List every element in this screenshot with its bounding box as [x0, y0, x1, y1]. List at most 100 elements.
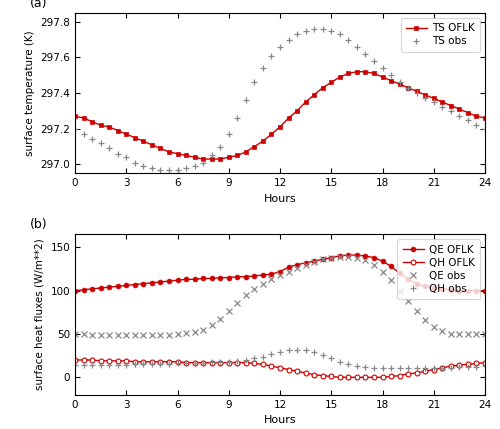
QE OFLK — [362, 254, 368, 259]
TS OFLK — [132, 135, 138, 140]
QH OFLK — [80, 357, 86, 363]
QH OFLK — [302, 370, 308, 375]
QH OFLK — [192, 360, 198, 365]
X-axis label: Hours: Hours — [264, 194, 296, 204]
TS OFLK — [337, 75, 343, 80]
Text: (a): (a) — [30, 0, 48, 10]
QE obs — [294, 266, 300, 271]
QE OFLK — [380, 259, 386, 264]
QE OFLK — [106, 284, 112, 290]
QH obs — [354, 363, 360, 369]
QH OFLK — [320, 373, 326, 378]
TS OFLK — [405, 85, 411, 91]
QH OFLK — [431, 367, 437, 372]
QE obs — [414, 309, 420, 314]
TS OFLK — [277, 124, 283, 130]
QE OFLK — [294, 262, 300, 267]
QH obs — [414, 365, 420, 370]
QH obs — [98, 363, 103, 368]
TS obs — [226, 132, 232, 137]
QE obs — [448, 332, 454, 337]
TS obs — [405, 85, 411, 91]
QH OFLK — [448, 363, 454, 369]
QE obs — [388, 278, 394, 283]
TS obs — [286, 37, 292, 42]
QE obs — [456, 332, 462, 337]
TS OFLK — [431, 96, 437, 101]
TS OFLK — [140, 139, 146, 144]
TS obs — [72, 126, 78, 131]
TS OFLK — [422, 92, 428, 97]
QE obs — [208, 323, 214, 328]
TS OFLK — [268, 132, 274, 137]
QE OFLK — [337, 254, 343, 259]
QE obs — [234, 300, 240, 305]
TS obs — [174, 167, 180, 172]
QH obs — [140, 362, 146, 367]
TS obs — [328, 28, 334, 33]
QH OFLK — [405, 371, 411, 376]
QH obs — [277, 350, 283, 355]
QE OFLK — [277, 269, 283, 274]
QE obs — [396, 288, 402, 293]
QH OFLK — [465, 362, 471, 367]
QH obs — [320, 352, 326, 357]
QH obs — [80, 363, 86, 368]
Line: QE OFLK: QE OFLK — [72, 253, 488, 293]
QH OFLK — [72, 357, 78, 363]
QE OFLK — [456, 288, 462, 293]
TS obs — [302, 28, 308, 33]
TS OFLK — [89, 119, 95, 124]
TS obs — [252, 80, 258, 85]
TS obs — [422, 96, 428, 101]
QH obs — [260, 354, 266, 359]
QH obs — [302, 348, 308, 353]
QH OFLK — [114, 358, 120, 363]
TS obs — [448, 109, 454, 114]
TS OFLK — [226, 155, 232, 160]
QE obs — [243, 293, 249, 298]
TS OFLK — [149, 142, 155, 147]
X-axis label: Hours: Hours — [264, 415, 296, 425]
TS obs — [200, 160, 206, 165]
QE OFLK — [448, 287, 454, 292]
QE obs — [226, 309, 232, 314]
TS obs — [474, 123, 480, 128]
Line: TS OFLK: TS OFLK — [73, 69, 487, 161]
QE obs — [166, 332, 172, 338]
TS OFLK — [123, 132, 129, 137]
TS OFLK — [465, 110, 471, 115]
QE OFLK — [414, 281, 420, 286]
TS obs — [149, 165, 155, 170]
QE obs — [474, 332, 480, 337]
QH obs — [200, 360, 206, 365]
QE OFLK — [140, 281, 146, 286]
Legend: QE OFLK, QH OFLK, QE obs, QH obs: QE OFLK, QH OFLK, QE obs, QH obs — [398, 239, 480, 299]
QE OFLK — [80, 287, 86, 292]
TS OFLK — [346, 71, 352, 76]
Legend: TS OFLK, TS obs: TS OFLK, TS obs — [400, 18, 480, 51]
TS OFLK — [114, 128, 120, 133]
TS OFLK — [80, 115, 86, 121]
QE obs — [80, 332, 86, 337]
QH obs — [440, 365, 446, 370]
QH OFLK — [123, 358, 129, 363]
Text: (b): (b) — [30, 218, 48, 231]
QH obs — [217, 359, 223, 364]
QE obs — [440, 328, 446, 333]
TS obs — [183, 165, 189, 170]
QH obs — [328, 356, 334, 361]
QH obs — [114, 363, 120, 368]
QE OFLK — [192, 277, 198, 282]
QE OFLK — [166, 278, 172, 284]
QE OFLK — [234, 274, 240, 279]
QH OFLK — [380, 375, 386, 380]
QH obs — [166, 362, 172, 367]
TS OFLK — [320, 85, 326, 91]
Y-axis label: surface heat fluxes (W/m**2): surface heat fluxes (W/m**2) — [35, 239, 45, 390]
QE obs — [482, 332, 488, 337]
QH obs — [362, 364, 368, 369]
QH obs — [286, 348, 292, 353]
QH OFLK — [388, 374, 394, 379]
TS OFLK — [294, 109, 300, 114]
